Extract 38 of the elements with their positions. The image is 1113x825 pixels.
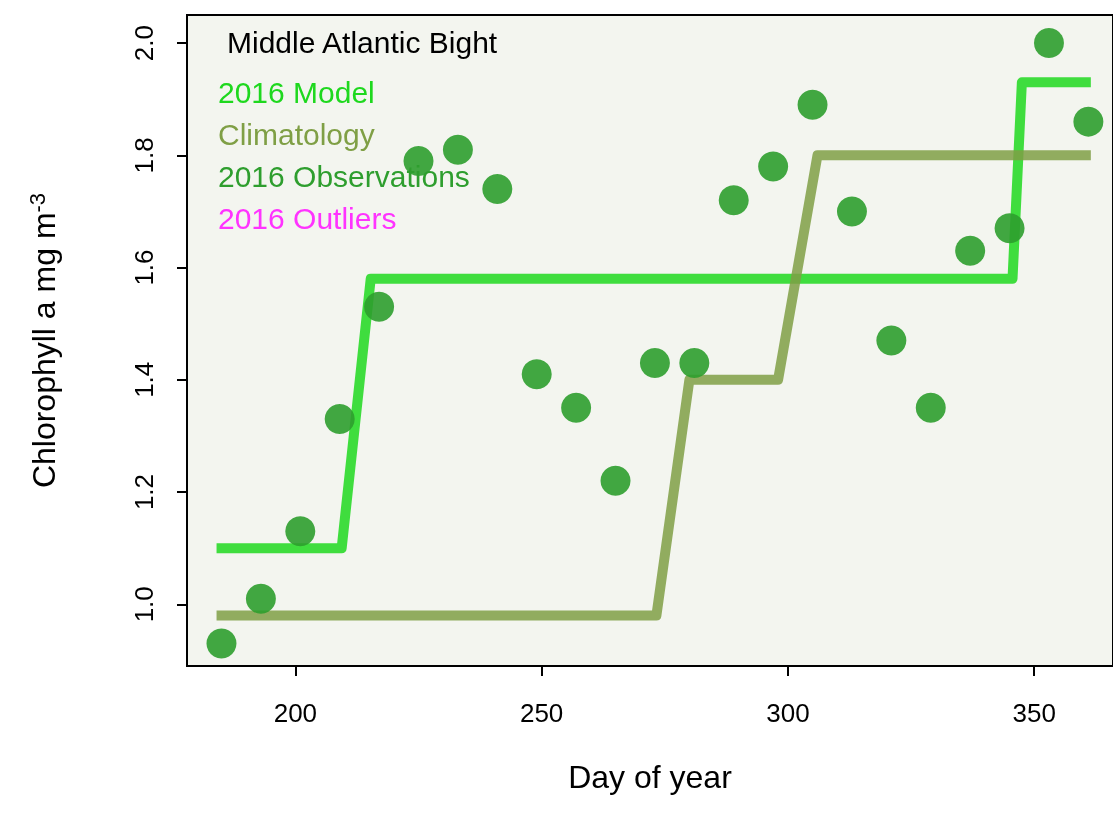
- y-tick-label: 1.0: [129, 586, 159, 623]
- point: [285, 516, 316, 547]
- y-tick-label: 1.4: [129, 361, 159, 398]
- point: [718, 185, 749, 216]
- point: [206, 628, 237, 659]
- point: [836, 196, 867, 227]
- point: [364, 291, 395, 322]
- x-axis-title: Day of year: [568, 759, 733, 795]
- point: [600, 465, 631, 496]
- point: [758, 151, 789, 182]
- point: [1034, 28, 1064, 59]
- x-tick-label: 250: [519, 698, 564, 728]
- point: [561, 392, 592, 423]
- y-tick-label: 1.6: [129, 249, 159, 286]
- y-tick-label: 1.2: [129, 473, 159, 511]
- point: [639, 347, 670, 378]
- point: [679, 347, 710, 378]
- x-tick-label: 350: [1012, 698, 1056, 728]
- x-tick-label: 200: [273, 698, 318, 728]
- point: [442, 134, 473, 165]
- y-axis-title: Chlorophyll a mg m-3: [24, 192, 62, 489]
- text: 2016 Model: [218, 75, 375, 109]
- point: [245, 583, 276, 614]
- point: [797, 89, 828, 120]
- legend-label: 2016 Outliers: [218, 201, 397, 235]
- point: [994, 213, 1025, 244]
- point: [324, 404, 355, 435]
- y-tick-label: 2.0: [129, 24, 159, 62]
- point: [955, 235, 986, 266]
- point: [915, 392, 946, 423]
- text: Climatology: [218, 117, 375, 151]
- legend-title: Middle Atlantic Bight: [227, 25, 498, 59]
- point: [521, 359, 552, 390]
- x-tick-label: 300: [766, 698, 810, 728]
- point: [1073, 106, 1104, 137]
- y-tick-label: 1.8: [129, 137, 159, 174]
- point: [876, 325, 907, 356]
- point: [482, 173, 513, 204]
